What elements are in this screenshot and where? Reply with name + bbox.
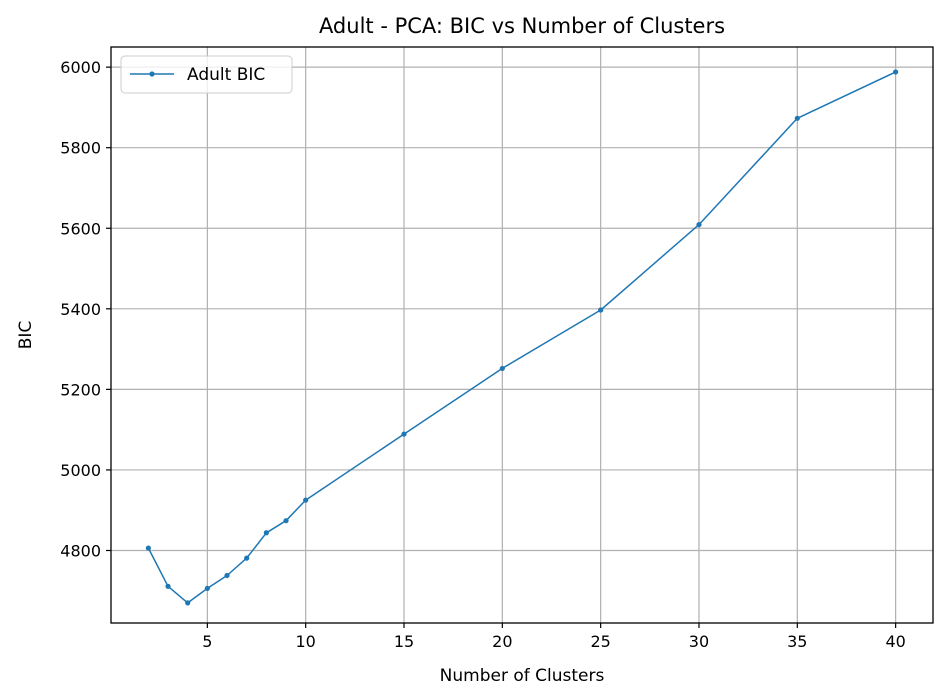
y-axis-label: BIC (16, 321, 36, 350)
x-tick-label: 15 (394, 632, 414, 651)
y-axis-ticks: 4800 5000 5200 5400 5600 5800 6000 (60, 58, 111, 560)
legend-label: Adult BIC (187, 65, 265, 85)
data-point (263, 530, 269, 536)
data-point (204, 585, 210, 591)
y-tick-label: 5400 (60, 300, 101, 319)
data-point (696, 222, 702, 228)
plot-frame (110, 46, 934, 624)
x-axis-label: Number of Clusters (440, 666, 605, 686)
x-axis-ticks: 5 10 15 20 25 30 35 40 (202, 623, 906, 651)
x-tick-label: 10 (296, 632, 316, 651)
data-point (244, 555, 250, 561)
x-tick-label: 30 (689, 632, 709, 651)
legend: Adult BIC (120, 55, 293, 94)
data-point (893, 69, 899, 75)
y-tick-label: 4800 (60, 541, 101, 560)
y-tick-label: 5800 (60, 139, 101, 158)
legend-box (120, 55, 293, 94)
y-tick-label: 5000 (60, 461, 101, 480)
data-point (283, 518, 289, 524)
data-point (598, 307, 604, 313)
data-point (499, 365, 505, 372)
data-point (145, 545, 151, 551)
data-point (185, 600, 191, 606)
data-point (401, 431, 407, 437)
legend-marker-swatch (149, 71, 155, 77)
chart-title: Adult - PCA: BIC vs Number of Clusters (319, 14, 725, 38)
data-point (794, 115, 800, 121)
x-tick-label: 20 (492, 632, 512, 651)
data-point (165, 583, 171, 589)
y-tick-label: 5200 (60, 380, 101, 399)
data-point (224, 572, 230, 579)
data-point (303, 497, 309, 503)
x-tick-label: 35 (787, 632, 807, 651)
series-layer (145, 69, 899, 606)
grid-lines (111, 47, 933, 623)
y-tick-label: 5600 (60, 219, 101, 238)
y-tick-label: 6000 (60, 58, 101, 77)
x-tick-label: 5 (202, 632, 212, 651)
x-tick-label: 25 (590, 632, 610, 651)
x-tick-label: 40 (885, 632, 905, 651)
